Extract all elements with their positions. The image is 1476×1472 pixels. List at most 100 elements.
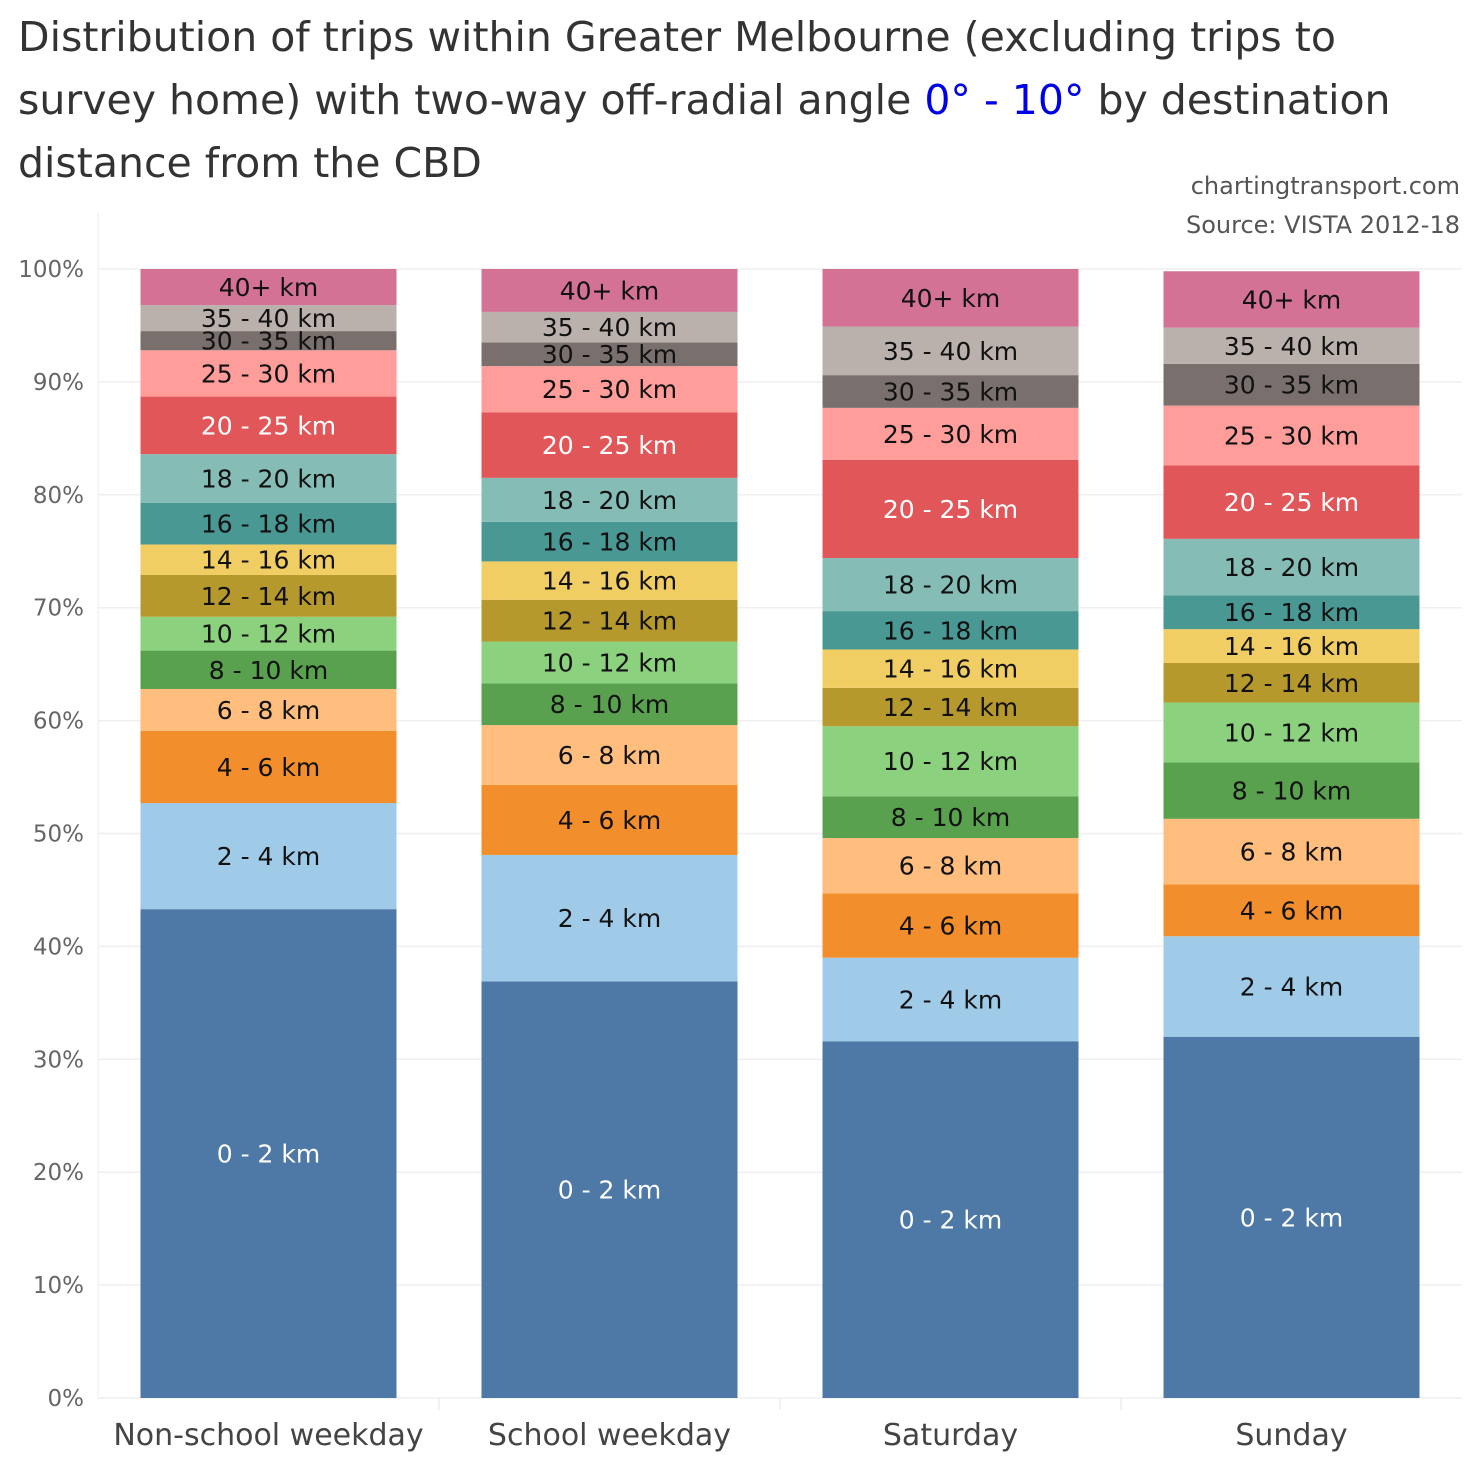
bar-segment-14-16-km [1163,629,1420,664]
bar-segment-30-35-km [140,331,397,351]
x-category-label: Saturday [883,1418,1018,1453]
bar-segment-25-30-km [140,350,397,397]
bar-segment-6-8-km [822,838,1079,894]
segment-label: 8 - 10 km [550,690,669,719]
bar-segment-10-12-km [140,616,397,651]
bar-segment-10-12-km [481,641,738,684]
bar-segment-18-20-km [822,558,1079,612]
bar-segment-8-10-km [1163,762,1420,819]
y-tick-label: 10% [33,1273,84,1299]
segment-label: 35 - 40 km [201,304,336,333]
y-tick-label: 0% [48,1386,85,1412]
bar-segment-35-40-km [140,305,397,332]
chart-title-suffix: by destination distance from the CBD [18,76,1391,187]
bar-segment-6-8-km [481,725,738,785]
segment-label: 16 - 18 km [542,528,677,557]
y-tick-label: 30% [33,1047,84,1073]
segment-label: 25 - 30 km [883,420,1018,449]
bar-segment-16-18-km [1163,595,1420,630]
bar-segment-12-14-km [481,599,738,642]
chart-title: Distribution of trips within Greater Mel… [18,6,1468,195]
chart-title-highlight: 0° - 10° [924,76,1085,124]
bar-segment-4-6-km [140,730,397,804]
segment-label: 0 - 2 km [1240,1203,1344,1232]
bar-segment-40plus-km [140,269,397,306]
segment-label: 6 - 8 km [217,696,321,725]
segment-label: 10 - 12 km [1224,718,1359,747]
segment-label: 25 - 30 km [1224,422,1359,451]
bar-segment-12-14-km [140,574,397,617]
bar-segment-12-14-km [822,687,1079,727]
bar-segment-40plus-km [822,269,1079,327]
bar-stack-school-weekday: 0 - 2 km 2 - 4 km 4 - 6 km 6 - 8 km 8 - 10 k… [481,269,738,1398]
bar-segment-25-30-km [481,366,738,413]
segment-label: 2 - 4 km [558,904,662,933]
y-tick-label: 60% [33,709,84,735]
segment-label: 35 - 40 km [883,337,1018,366]
segment-label: 20 - 25 km [201,411,336,440]
bar-segment-14-16-km [822,649,1079,688]
segment-label: 8 - 10 km [891,803,1010,832]
segment-label: 8 - 10 km [1232,777,1351,806]
segment-label: 10 - 12 km [201,620,336,649]
bar-segment-8-10-km [481,683,738,726]
segment-label: 6 - 8 km [558,741,662,770]
segment-label: 18 - 20 km [542,486,677,515]
y-tick-label: 90% [33,370,84,396]
bar-segment-18-20-km [140,454,397,503]
segment-label: 2 - 4 km [1240,972,1344,1001]
bar-segment-18-20-km [481,477,738,522]
segment-label: 14 - 16 km [883,655,1018,684]
segment-label: 25 - 30 km [542,375,677,404]
y-tick-label: 100% [18,257,84,283]
segment-label: 18 - 20 km [883,571,1018,600]
segment-label: 4 - 6 km [1240,896,1344,925]
bar-segment-0-2-km [1163,1036,1420,1398]
segment-label: 6 - 8 km [899,852,1003,881]
bar-segment-16-18-km [140,502,397,545]
segment-label: 4 - 6 km [217,753,321,782]
segment-label: 14 - 16 km [1224,632,1359,661]
segment-label: 2 - 4 km [899,985,1003,1014]
bar-segment-25-30-km [822,407,1079,460]
bar-segment-25-30-km [1163,405,1420,466]
y-tick-label: 50% [33,822,84,848]
segment-label: 12 - 14 km [883,693,1018,722]
bar-segment-20-25-km [140,396,397,455]
bar-stack-sunday: 0 - 2 km 2 - 4 km 4 - 6 km 6 - 8 km 8 - 10 k… [1163,271,1420,1398]
segment-label: 16 - 18 km [1224,598,1359,627]
x-category-label: Sunday [1235,1418,1347,1453]
bar-segment-2-4-km [481,854,738,982]
segment-label: 8 - 10 km [209,656,328,685]
bar-segment-0-2-km [822,1041,1079,1398]
segment-label: 12 - 14 km [201,582,336,611]
segment-label: 14 - 16 km [542,567,677,596]
x-category-label: School weekday [488,1418,731,1453]
segment-label: 16 - 18 km [201,510,336,539]
segment-label: 25 - 30 km [201,359,336,388]
bar-segment-8-10-km [140,650,397,689]
segment-label: 4 - 6 km [899,912,1003,941]
segment-label: 40+ km [1242,285,1342,314]
bar-segment-20-25-km [481,412,738,478]
segment-label: 10 - 12 km [542,648,677,677]
segment-label: 0 - 2 km [217,1140,321,1169]
segment-label: 4 - 6 km [558,806,662,835]
segment-label: 0 - 2 km [899,1206,1003,1235]
bars: 0 - 2 km 2 - 4 km 4 - 6 km 6 - 8 km 8 - 10 k… [140,269,1420,1398]
bar-segment-2-4-km [822,957,1079,1042]
segment-label: 16 - 18 km [883,616,1018,645]
segment-label: 18 - 20 km [201,464,336,493]
segment-label: 18 - 20 km [1224,553,1359,582]
bar-segment-2-4-km [1163,936,1420,1037]
bar-segment-10-12-km [822,726,1079,797]
x-category-label: Non-school weekday [113,1418,423,1453]
segment-label: 30 - 35 km [1224,371,1359,400]
segment-label: 14 - 16 km [201,546,336,575]
x-axis: Non-school weekday School weekday Saturday… [113,1418,1347,1453]
segment-label: 0 - 2 km [558,1176,662,1205]
segment-label: 40+ km [560,276,660,305]
segment-label: 12 - 14 km [1224,669,1359,698]
bar-segment-4-6-km [1163,884,1420,937]
bar-segment-30-35-km [1163,363,1420,406]
